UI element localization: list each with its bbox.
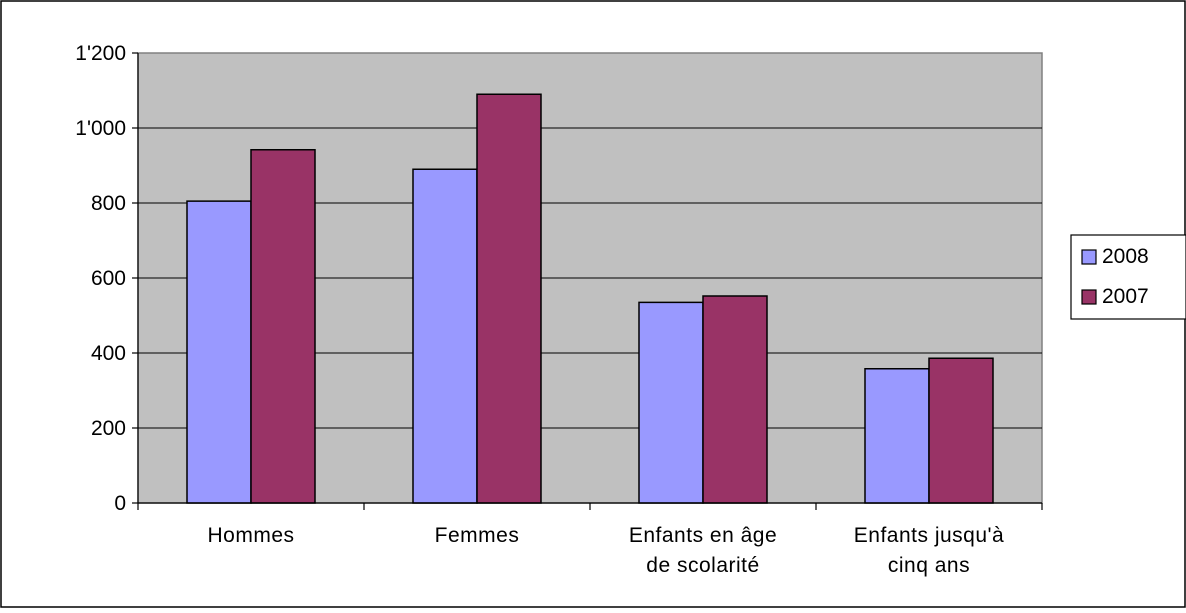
legend: 2008 2007 bbox=[1070, 234, 1186, 320]
x-tick-labels: Hommes Femmes Enfants en âge de scolarité En… bbox=[207, 524, 1004, 577]
y-tick-label: 800 bbox=[91, 192, 126, 215]
x-tick-label: Enfants jusqu'à bbox=[854, 524, 1004, 547]
bar-2008-0 bbox=[186, 200, 252, 504]
y-tick-label: 1'200 bbox=[75, 42, 126, 65]
bars bbox=[186, 93, 994, 504]
x-tick-label: Hommes bbox=[207, 524, 294, 547]
y-tick-label: 600 bbox=[91, 267, 126, 290]
bar-2008-2 bbox=[638, 301, 704, 504]
legend-box bbox=[1070, 234, 1186, 320]
bar-2007-1 bbox=[476, 93, 542, 504]
x-tick-label: de scolarité bbox=[646, 554, 759, 577]
legend-swatch-2007 bbox=[1081, 289, 1097, 305]
bar-2008-3 bbox=[864, 368, 930, 504]
x-tick-label: cinq ans bbox=[888, 554, 970, 577]
legend-swatch-2008 bbox=[1081, 249, 1097, 265]
y-tick-label: 1'000 bbox=[75, 117, 126, 140]
bar-2007-3 bbox=[928, 357, 994, 504]
y-tick-labels: 0 200 400 600 800 1'000 1'200 bbox=[75, 42, 126, 515]
axes bbox=[132, 52, 1043, 510]
y-tick-label: 0 bbox=[114, 492, 126, 515]
legend-label-2008: 2008 bbox=[1102, 245, 1149, 268]
y-tick-label: 200 bbox=[91, 417, 126, 440]
bar-2007-2 bbox=[702, 295, 768, 504]
legend-label-2007: 2007 bbox=[1102, 285, 1149, 308]
y-tick-label: 400 bbox=[91, 342, 126, 365]
bar-2007-0 bbox=[250, 149, 316, 504]
bar-2008-1 bbox=[412, 168, 478, 504]
x-tick-label: Enfants en âge bbox=[629, 524, 777, 547]
x-tick-label: Femmes bbox=[435, 524, 520, 547]
